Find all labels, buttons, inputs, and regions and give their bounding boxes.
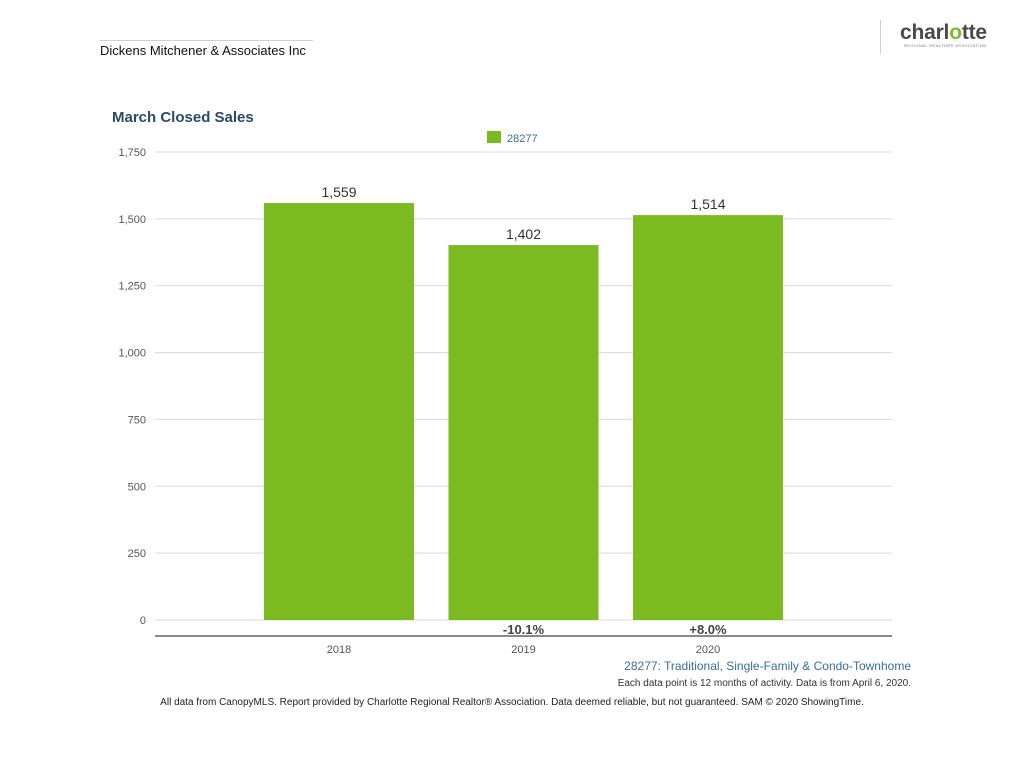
y-tick-label: 1,500	[118, 214, 146, 226]
header-rule	[100, 40, 313, 41]
legend-label: 28277	[507, 133, 538, 145]
y-tick-label: 1,000	[118, 348, 146, 360]
y-tick-label: 750	[128, 414, 146, 426]
y-tick-label: 1,750	[118, 147, 146, 159]
y-tick-label: 1,250	[118, 281, 146, 293]
bar-value-label: 1,402	[506, 226, 541, 242]
bar-value-label: 1,514	[690, 196, 725, 212]
company-name: Dickens Mitchener & Associates Inc	[100, 43, 306, 58]
y-tick-label: 250	[128, 548, 146, 560]
chart-title: March Closed Sales	[112, 109, 254, 126]
y-tick-label: 0	[140, 615, 146, 627]
x-tick-label: 2020	[696, 644, 720, 656]
chart-note: 28277: Traditional, Single-Family & Cond…	[624, 659, 911, 673]
x-tick-label: 2018	[327, 644, 351, 656]
logo-subtext: REGIONAL REALTOR® ASSOCIATION	[904, 43, 987, 48]
change-label: +8.0%	[689, 622, 727, 637]
y-tick-label: 500	[128, 481, 146, 493]
bar-value-label: 1,559	[321, 184, 356, 200]
logo-wordmark: charlotte	[900, 21, 987, 44]
x-tick-label: 2019	[511, 644, 535, 656]
bar	[264, 203, 414, 620]
change-label: -10.1%	[503, 622, 545, 637]
bar	[633, 215, 783, 620]
footer-disclaimer: All data from CanopyMLS. Report provided…	[160, 697, 864, 708]
charlotte-logo: charlotte REGIONAL REALTOR® ASSOCIATION	[900, 21, 992, 49]
bar	[448, 245, 599, 621]
logo-divider	[880, 20, 881, 54]
data-note: Each data point is 12 months of activity…	[617, 678, 911, 689]
legend-swatch	[487, 131, 501, 143]
